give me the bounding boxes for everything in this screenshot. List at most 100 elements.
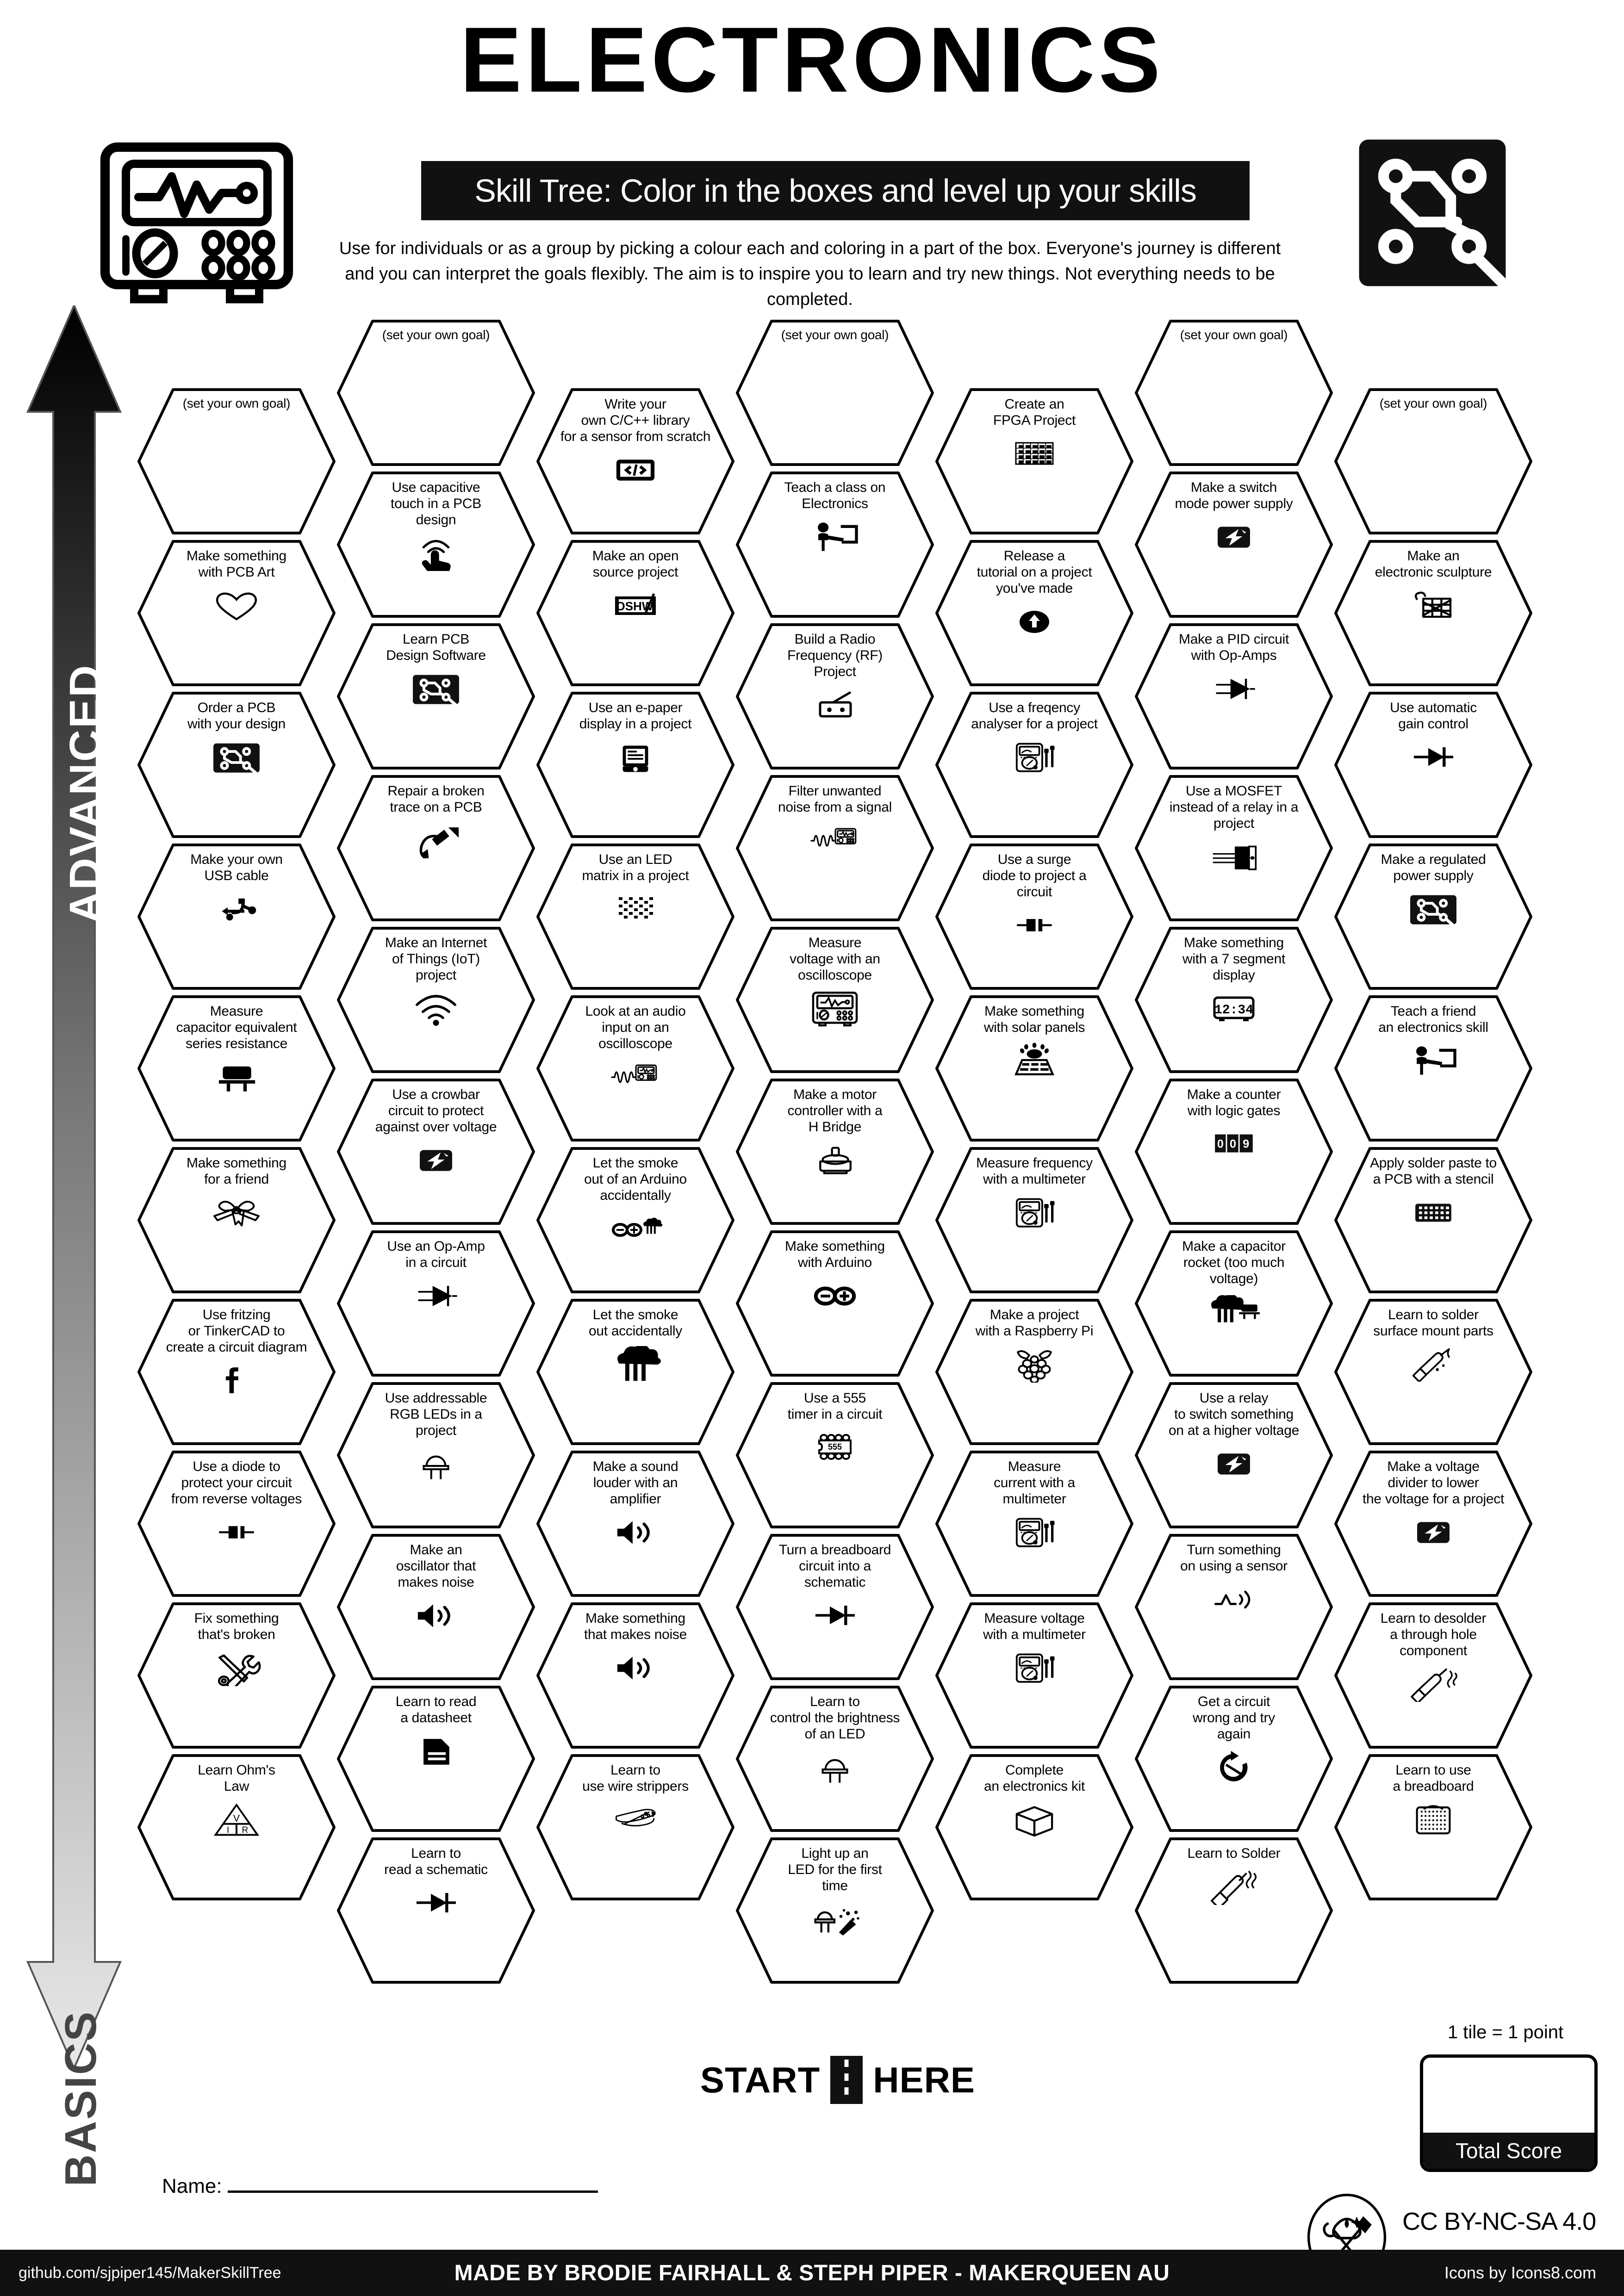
skill-tile[interactable]: Make an open source project OSHW <box>536 540 735 687</box>
skill-tile[interactable]: Use an e-paper display in a project <box>536 691 735 838</box>
skill-tile[interactable]: Use fritzing or TinkerCAD to create a circ… <box>137 1298 336 1446</box>
skill-tile[interactable]: (set your own goal) <box>735 319 934 466</box>
skill-tile-label: Use a diode to protect your circuit from r… <box>171 1459 302 1507</box>
wifi-icon <box>409 987 463 1030</box>
gift-bow-icon <box>207 1191 266 1234</box>
skill-tile[interactable]: Make your own USB cable <box>137 843 336 990</box>
skill-tile-label: Make a PID circuit with Op-Amps <box>1179 632 1289 664</box>
icons8-credit[interactable]: Icons by Icons8.com <box>1444 2263 1596 2282</box>
skill-tile[interactable]: Measure frequency with a multimeter <box>935 1147 1134 1294</box>
skill-tile[interactable]: Turn something on using a sensor <box>1134 1533 1333 1681</box>
skill-tile[interactable]: Make an electronic sculpture <box>1334 540 1533 687</box>
schematic-diode-icon <box>1404 736 1463 778</box>
skill-tile[interactable]: Learn to control the brightness of an LED <box>735 1685 934 1832</box>
skill-tile[interactable]: (set your own goal) <box>1334 388 1533 535</box>
skill-tile[interactable]: Make a regulated power supply <box>1334 843 1533 990</box>
skill-tile[interactable]: Learn to Solder <box>1134 1837 1333 1984</box>
skill-tile[interactable]: (set your own goal) <box>137 388 336 535</box>
skill-tile[interactable]: Make something with a 7 segment display 12… <box>1134 926 1333 1074</box>
skill-tile[interactable]: Make an oscillator that makes noise <box>336 1533 535 1681</box>
skill-tile[interactable]: Use a freqency analyser for a project <box>935 691 1134 838</box>
skill-tile[interactable]: Use capacitive touch in a PCB design <box>336 471 535 618</box>
skill-tile[interactable]: Use a diode to protect your circuit from r… <box>137 1450 336 1597</box>
skill-tile[interactable]: Use an LED matrix in a project <box>536 843 735 990</box>
skill-tile[interactable]: Make something with solar panels <box>935 995 1134 1142</box>
breadboard-icon <box>1409 1798 1457 1841</box>
skill-tile-label: Make a voltage divider to lower the voltag… <box>1362 1459 1505 1507</box>
skill-tile[interactable]: Use a 555 timer in a circuit 555 <box>735 1382 934 1529</box>
skill-tile[interactable]: Release a tutorial on a project you've mad… <box>935 540 1134 687</box>
skill-tile[interactable]: Make something with PCB Art <box>137 540 336 687</box>
skill-tile[interactable]: Get a circuit wrong and try again <box>1134 1685 1333 1832</box>
skill-tile[interactable]: Let the smoke out of an Arduino accidental… <box>536 1147 735 1294</box>
skill-tile[interactable]: Make something that makes noise <box>536 1602 735 1749</box>
skill-tile[interactable]: Learn to use wire strippers <box>536 1754 735 1901</box>
name-field[interactable]: Name: <box>162 2175 598 2198</box>
skill-tile[interactable]: Use a relay to switch something on at a hi… <box>1134 1382 1333 1529</box>
skill-tile-label: Light up an LED for the first time <box>788 1846 882 1894</box>
skill-tile-label: Teach a class on Electronics <box>784 480 886 512</box>
skill-tile[interactable]: Build a Radio Frequency (RF) Project <box>735 623 934 770</box>
skill-tile-label: (set your own goal) <box>1180 328 1288 342</box>
skill-tile[interactable]: Measure voltage with a multimeter <box>935 1602 1134 1749</box>
skill-tile[interactable]: Complete an electronics kit <box>935 1754 1134 1901</box>
skill-tile[interactable]: Create an FPGA Project <box>935 388 1134 535</box>
skill-tile[interactable]: Make a capacitor rocket (too much voltage) <box>1134 1230 1333 1377</box>
skill-tile[interactable]: Use automatic gain control <box>1334 691 1533 838</box>
skill-tile[interactable]: Turn a breadboard circuit into a schematic <box>735 1533 934 1681</box>
skill-tile[interactable]: Make a project with a Raspberry Pi <box>935 1298 1134 1446</box>
skill-tile[interactable]: Use a MOSFET instead of a relay in a proje… <box>1134 775 1333 922</box>
skill-tile[interactable]: Make a sound louder with an amplifier <box>536 1450 735 1597</box>
smoke-capacitor-icon <box>1199 1291 1269 1333</box>
joystick-icon <box>810 1139 860 1181</box>
total-score-box[interactable]: Total Score <box>1420 2054 1598 2172</box>
skill-tile[interactable]: Teach a friend an electronics skill <box>1334 995 1533 1142</box>
skill-tile-label: Repair a broken trace on a PCB <box>387 783 485 815</box>
opamp-icon <box>1204 667 1263 710</box>
skill-tile[interactable]: Learn to use a breadboard <box>1334 1754 1533 1901</box>
skill-tile[interactable]: Light up an LED for the first time <box>735 1837 934 1984</box>
skill-tile-label: Make something with PCB Art <box>187 548 286 580</box>
skill-tile[interactable]: Filter unwanted noise from a signal <box>735 775 934 922</box>
skill-tile-label: Use a 555 timer in a circuit <box>787 1390 883 1422</box>
skill-tile[interactable]: Make a PID circuit with Op-Amps <box>1134 623 1333 770</box>
name-input-rule[interactable] <box>227 2190 598 2193</box>
skill-tile[interactable]: Let the smoke out accidentally <box>536 1298 735 1446</box>
skill-tile-label: Measure current with a multimeter <box>994 1459 1075 1507</box>
skill-tile[interactable]: Write your own C/C++ library for a sensor … <box>536 388 735 535</box>
skill-tile-label: (set your own goal) <box>1379 396 1487 410</box>
skill-tile[interactable]: Order a PCB with your design <box>137 691 336 838</box>
skill-tile[interactable]: Learn to read a schematic <box>336 1837 535 1984</box>
skill-tile[interactable]: Measure capacitor equivalent series resist… <box>137 995 336 1142</box>
svg-text:555: 555 <box>828 1442 842 1452</box>
skill-tile[interactable]: Measure voltage with an oscilloscope <box>735 926 934 1074</box>
skill-tile[interactable]: Apply solder paste to a PCB with a stenci… <box>1334 1147 1533 1294</box>
diode-part-icon <box>207 1511 266 1553</box>
skill-tile[interactable]: Make a counter with logic gates 0 0 9 <box>1134 1078 1333 1225</box>
github-link[interactable]: github.com/sjpiper145/MakerSkillTree <box>19 2264 281 2282</box>
skill-tile[interactable]: Learn PCB Design Software <box>336 623 535 770</box>
skill-tile[interactable]: (set your own goal) <box>336 319 535 466</box>
skill-tile[interactable]: Look at an audio input on an oscilloscope <box>536 995 735 1142</box>
skill-tile[interactable]: Use an Op-Amp in a circuit <box>336 1230 535 1377</box>
skill-tile[interactable]: Measure current with a multimeter <box>935 1450 1134 1597</box>
skill-tile[interactable]: Learn to solder surface mount parts <box>1334 1298 1533 1446</box>
skill-tile[interactable]: Make a voltage divider to lower the voltag… <box>1334 1450 1533 1597</box>
skill-tile[interactable]: Use addressable RGB LEDs in a project <box>336 1382 535 1529</box>
skill-tile[interactable]: Teach a class on Electronics <box>735 471 934 618</box>
skill-tile[interactable]: (set your own goal) <box>1134 319 1333 466</box>
skill-tile[interactable]: Make an Internet of Things (IoT) project <box>336 926 535 1074</box>
skill-tile[interactable]: Use a crowbar circuit to protect against o… <box>336 1078 535 1225</box>
skill-tile[interactable]: Repair a broken trace on a PCB <box>336 775 535 922</box>
skill-tile[interactable]: Make a switch mode power supply <box>1134 471 1333 618</box>
skill-tile[interactable]: Make something for a friend <box>137 1147 336 1294</box>
skill-tile[interactable]: Learn Ohm's Law V I R <box>137 1754 336 1901</box>
skill-tile[interactable]: Learn to desolder a through hole component <box>1334 1602 1533 1749</box>
svg-text:V: V <box>233 1812 240 1824</box>
skill-tile[interactable]: Use a surge diode to project a circuit <box>935 843 1134 990</box>
skill-tile[interactable]: Make something with Arduino <box>735 1230 934 1377</box>
skill-tile[interactable]: Fix something that's broken <box>137 1602 336 1749</box>
skill-tile[interactable]: Learn to read a datasheet <box>336 1685 535 1832</box>
seven-segment-icon: 12:34 <box>1207 987 1261 1030</box>
